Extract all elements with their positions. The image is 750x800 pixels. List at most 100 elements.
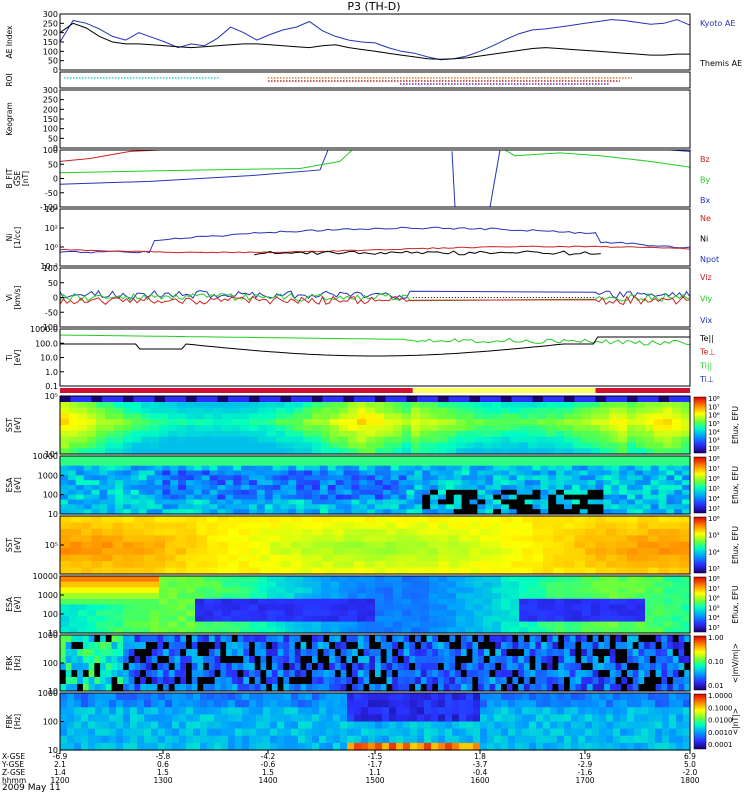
fbk-e-cell <box>684 663 691 671</box>
esa-i-cell <box>339 604 349 611</box>
fbk-e-cell <box>592 684 599 692</box>
fbk-e-cell <box>105 677 113 685</box>
sst-e-top <box>417 396 428 402</box>
esa-e-cell <box>571 480 581 486</box>
sst-i-cell <box>532 535 544 543</box>
esa-i-cell <box>330 587 340 594</box>
esa-e-cell <box>115 465 124 472</box>
fbk-e-cell <box>283 635 290 643</box>
fbk-b-cell <box>60 700 68 708</box>
sst-e-cell <box>150 442 160 449</box>
fbk-b-cell <box>361 714 369 723</box>
fbk-b-cell <box>95 707 103 715</box>
fbk-e-cell <box>523 642 531 650</box>
fbk-b-cell <box>172 721 180 730</box>
sst-e-cell <box>528 419 538 426</box>
sst-i-cell <box>417 548 429 556</box>
fbk-e-cell <box>65 684 73 692</box>
fbk-e-cell <box>203 670 210 678</box>
fbk-e-cell <box>289 677 296 685</box>
fbk-e-cell <box>409 670 416 678</box>
esa-e-cell <box>650 485 660 491</box>
esa-i-cell <box>366 610 376 617</box>
sst-e-cell <box>645 401 655 409</box>
esa-e-cell <box>312 480 321 486</box>
sst-e-cell <box>384 401 394 409</box>
esa-i-cell <box>240 615 250 623</box>
fbk-e-cell <box>329 642 336 650</box>
esa-i-cell <box>429 604 439 611</box>
fbk-e-cell <box>684 649 691 657</box>
esa-i-cell <box>438 604 448 611</box>
sst-e-cell <box>474 436 484 443</box>
sst-e-cell <box>582 442 592 449</box>
sst-i-cell <box>301 516 313 524</box>
esa-e-cell <box>233 460 242 467</box>
fbk-b-cell <box>480 728 488 737</box>
esa-i-cell <box>303 604 313 611</box>
fbk-e-cell <box>495 649 502 657</box>
fbk-b-cell <box>130 693 138 701</box>
sst-i-cell <box>490 541 502 549</box>
fbk-b-cell <box>277 742 285 751</box>
sst-e-cell <box>159 407 169 414</box>
sst-e-cell <box>456 442 466 449</box>
sst-e-cell <box>411 407 421 414</box>
esa-e-cell <box>658 456 667 462</box>
esa-e-cell <box>186 499 195 505</box>
fbk-e-cell <box>386 677 393 685</box>
fbk-e-cell <box>231 635 239 643</box>
esa-i-cell <box>429 627 439 634</box>
y-tick-label: -100 <box>40 323 58 332</box>
sst-i-cell <box>585 548 597 556</box>
sst-i-cell <box>637 548 649 556</box>
sst-i-cell <box>133 522 145 530</box>
fbk-b-cell <box>214 735 222 744</box>
fbk-e-cell <box>249 635 256 643</box>
esa-i-cell <box>186 581 196 588</box>
fbk-e-cell <box>558 663 565 671</box>
fbk-e-cell <box>575 656 582 664</box>
sst-i-cell <box>427 561 439 569</box>
fbk-e-cell <box>460 649 468 657</box>
fbk-b-cell <box>88 700 96 708</box>
esa-e-cell <box>501 470 510 476</box>
esa-e-cell <box>469 456 478 462</box>
esa-i-cell <box>114 610 124 617</box>
sst-e-cell <box>177 413 187 420</box>
fbk-e-cell <box>71 677 78 685</box>
sst-e-cell <box>447 419 457 426</box>
fbk-e-cell <box>546 663 554 671</box>
esa-i-cell <box>159 621 169 628</box>
fbk-e-cell <box>334 684 342 692</box>
esa-i-cell <box>132 593 142 600</box>
fbk-e-cell <box>380 677 388 685</box>
legend-entry: Bx <box>700 196 710 205</box>
sst-e-cell <box>420 419 430 426</box>
fbk-b-cell <box>396 735 404 744</box>
esa-e-cell <box>123 465 132 472</box>
fbk-b-cell <box>648 742 656 751</box>
sst-e-cell <box>528 413 538 420</box>
esa-e-cell <box>619 480 628 486</box>
esa-e-cell <box>75 480 85 486</box>
fbk-b-cell <box>207 707 215 715</box>
esa-e-cell <box>146 480 156 486</box>
sst-e-cell <box>501 430 511 438</box>
esa-e-cell <box>595 489 604 496</box>
fbk-e-cell <box>220 670 227 678</box>
sst-i-cell <box>165 548 177 556</box>
fbk-e-cell <box>541 684 548 692</box>
esa-i-cell <box>609 587 619 594</box>
esa-e-cell <box>225 465 234 472</box>
esa-e-cell <box>130 480 140 486</box>
esa-i-cell <box>447 604 457 611</box>
sst-i-cell <box>637 541 649 549</box>
sst-e-cell <box>159 401 169 409</box>
sst-i-cell <box>511 528 523 536</box>
fbk-b-cell <box>354 714 362 723</box>
esa-e-cell <box>571 504 581 510</box>
esa-i-cell <box>150 604 160 611</box>
fbk-e-cell <box>329 649 336 657</box>
esa-e-cell <box>375 456 384 462</box>
